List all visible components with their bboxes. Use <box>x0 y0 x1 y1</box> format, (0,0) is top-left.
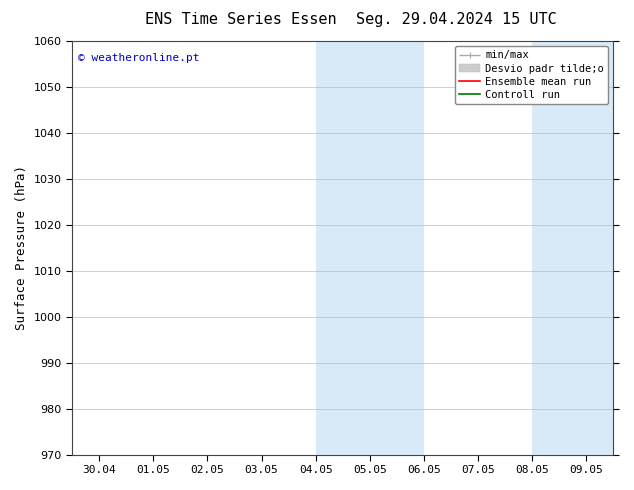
Text: © weatheronline.pt: © weatheronline.pt <box>77 53 199 64</box>
Bar <box>532 41 614 455</box>
Legend: min/max, Desvio padr tilde;o, Ensemble mean run, Controll run: min/max, Desvio padr tilde;o, Ensemble m… <box>455 46 608 104</box>
Text: Seg. 29.04.2024 15 UTC: Seg. 29.04.2024 15 UTC <box>356 12 557 27</box>
Text: ENS Time Series Essen: ENS Time Series Essen <box>145 12 337 27</box>
Bar <box>316 41 424 455</box>
Y-axis label: Surface Pressure (hPa): Surface Pressure (hPa) <box>15 165 28 330</box>
